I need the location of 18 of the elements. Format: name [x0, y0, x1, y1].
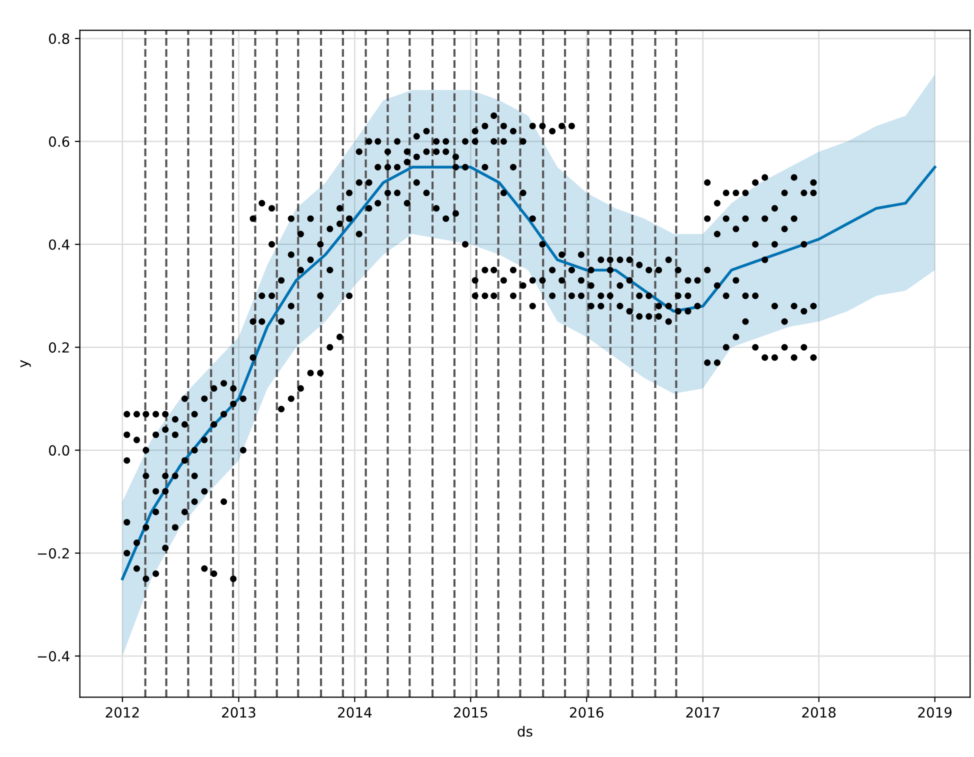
- y-axis-title: y: [20, 360, 31, 368]
- x-tick-label: 2013: [222, 707, 256, 718]
- x-tick-label: 2017: [686, 707, 720, 718]
- y-tick-label: 0.6: [48, 136, 70, 147]
- x-tick-label: 2012: [106, 707, 139, 718]
- x-tick-label: 2014: [338, 707, 372, 718]
- line-series: [121, 166, 936, 580]
- y-tick-label: 0.2: [48, 342, 69, 353]
- y-tick-label: 0.0: [48, 445, 70, 456]
- y-tick-label: 0.4: [48, 239, 70, 250]
- x-tick-label: 2019: [918, 707, 952, 718]
- x-tick-label: 2016: [570, 707, 604, 718]
- y-tick-label: 0.8: [48, 33, 70, 44]
- x-axis-title: ds: [518, 726, 532, 737]
- x-tick-label: 2018: [802, 707, 836, 718]
- y-tick-label: −0.2: [38, 548, 69, 559]
- y-tick-label: −0.4: [38, 651, 70, 662]
- x-tick-label: 2015: [454, 707, 488, 718]
